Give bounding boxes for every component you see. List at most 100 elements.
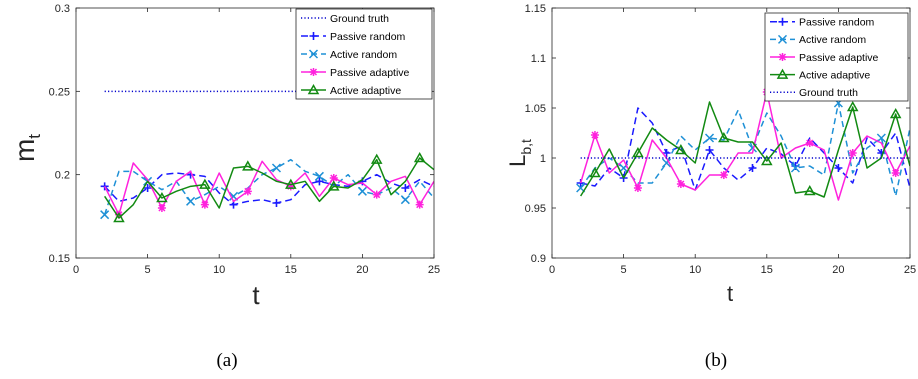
legend-marker: [776, 68, 789, 79]
legend-label: Ground truth: [330, 13, 389, 25]
legend-item: Ground truth: [770, 87, 858, 99]
legend-item: Passive random: [301, 31, 406, 43]
x-tick-label: 5: [621, 264, 627, 276]
legend-label: Passive adaptive: [799, 52, 879, 64]
data-point: [876, 133, 886, 143]
data-point: [314, 171, 324, 181]
data-point: [242, 160, 254, 171]
legend-marker: [778, 17, 787, 26]
axes-frame: [551, 7, 911, 259]
data-point: [415, 200, 424, 209]
y-axis-label: Lb,t: [505, 139, 534, 167]
data-point: [357, 186, 367, 196]
data-point: [199, 178, 211, 189]
data-point: [286, 182, 295, 191]
figure-caption: (b): [705, 350, 727, 371]
legend-label: Active adaptive: [799, 69, 870, 81]
data-point: [846, 100, 859, 112]
data-point: [143, 184, 152, 192]
x-tick-label: 15: [285, 264, 297, 276]
data-point: [632, 146, 644, 158]
legend-label: Active adaptive: [330, 85, 401, 97]
x-tick-label: 15: [761, 264, 773, 276]
series-line: [103, 158, 434, 215]
y-tick-label: 1: [540, 153, 546, 165]
legend-item: Active random: [770, 34, 866, 46]
data-point: [761, 154, 773, 166]
legend-item: Active random: [301, 49, 397, 61]
figure-caption: (a): [216, 350, 237, 371]
data-point: [676, 180, 685, 188]
y-axis-label-main: m: [9, 139, 40, 162]
series-active-adaptive: [580, 100, 910, 198]
x-tick-label: 0: [73, 264, 79, 276]
data-point: [704, 133, 715, 143]
data-point: [834, 164, 843, 172]
y-tick-label: 0.9: [531, 253, 546, 265]
y-tick-label: 0.25: [49, 86, 70, 98]
series-active-adaptive: [104, 151, 434, 223]
data-point: [315, 177, 324, 186]
y-tick-label: 1.1: [531, 53, 546, 65]
data-point: [413, 151, 426, 163]
x-tick-label: 0: [549, 264, 555, 276]
data-point: [327, 180, 340, 191]
data-point: [803, 184, 816, 196]
data-point: [401, 184, 410, 192]
series-active-random: [576, 98, 910, 197]
data-point: [889, 107, 902, 119]
data-point: [590, 131, 599, 139]
data-point: [271, 163, 282, 173]
legend-marker: [778, 53, 787, 61]
y-axis-label-subscript: t: [25, 134, 44, 139]
legend-label: Ground truth: [799, 87, 858, 99]
data-point: [243, 187, 252, 196]
data-point: [113, 211, 125, 223]
data-point: [790, 163, 800, 173]
x-tick-label: 25: [904, 264, 916, 276]
x-tick-label: 10: [689, 264, 701, 276]
data-point: [157, 204, 166, 212]
data-point: [705, 146, 714, 154]
legend-marker: [307, 83, 320, 95]
data-point: [848, 149, 857, 157]
legend-label: Passive random: [330, 31, 406, 43]
legend-item: Ground truth: [301, 13, 389, 25]
data-point: [285, 178, 297, 189]
legend-label: Active random: [330, 49, 397, 61]
legend-marker: [309, 68, 318, 76]
y-axis-label: mt: [9, 134, 44, 162]
data-point: [329, 174, 338, 182]
series-passive-adaptive: [579, 88, 910, 201]
data-point: [675, 143, 687, 155]
y-tick-label: 0.95: [525, 203, 546, 215]
legend-marker: [777, 34, 788, 44]
data-point: [200, 200, 209, 209]
axes-frame: [75, 7, 435, 259]
x-tick-label: 20: [356, 264, 368, 276]
legend-item: Passive adaptive: [770, 52, 879, 64]
data-point: [156, 191, 168, 203]
y-tick-label: 1.05: [525, 103, 546, 115]
y-axis-label-subscript: b,t: [518, 139, 534, 155]
legend-marker: [309, 32, 318, 40]
data-point: [891, 169, 900, 177]
x-axis-label: t: [727, 281, 733, 306]
data-point: [186, 196, 196, 206]
x-axis-label: t: [252, 280, 260, 310]
legend-label: Passive random: [799, 17, 875, 29]
data-point: [719, 171, 728, 179]
data-point: [662, 149, 671, 157]
data-point: [633, 184, 642, 192]
y-tick-label: 0.3: [55, 3, 70, 15]
legend-box: [295, 8, 433, 100]
data-point: [370, 153, 383, 164]
y-tick-label: 0.15: [49, 253, 70, 265]
legend-item: Active adaptive: [301, 83, 401, 97]
legend-marker: [308, 49, 319, 59]
data-point: [589, 166, 601, 178]
data-point: [372, 190, 381, 199]
data-point: [662, 158, 672, 168]
y-tick-label: 1.15: [525, 3, 546, 15]
